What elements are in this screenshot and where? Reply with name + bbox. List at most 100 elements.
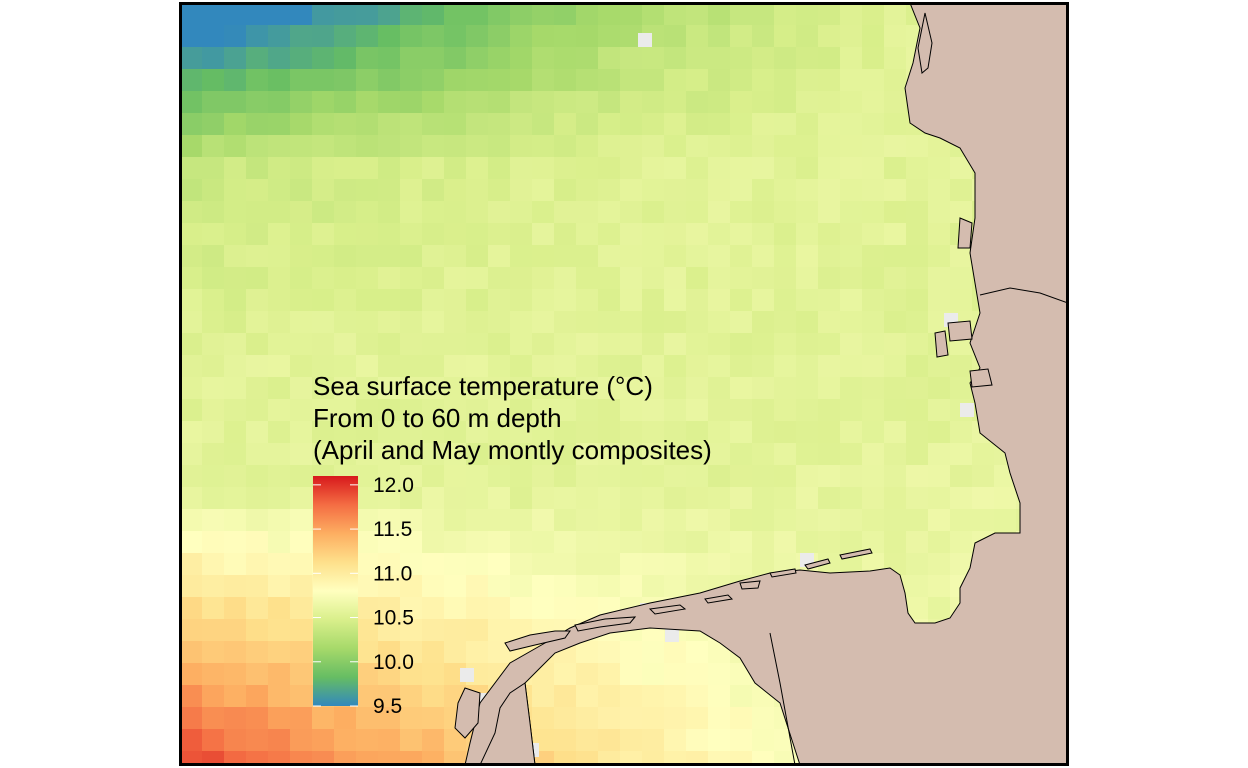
sst-cell: [268, 553, 291, 576]
sst-cell: [730, 267, 753, 290]
sst-cell: [708, 135, 731, 158]
sst-cell: [730, 69, 753, 92]
sst-cell: [180, 113, 203, 136]
sst-cell: [488, 25, 511, 48]
sst-cell: [730, 311, 753, 334]
sst-cell: [906, 179, 929, 202]
sst-cell: [642, 289, 665, 312]
sst-cell: [246, 377, 269, 400]
sst-cell: [290, 289, 313, 312]
sst-cell: [686, 421, 709, 444]
sst-cell: [246, 421, 269, 444]
sst-cell: [598, 223, 621, 246]
sst-cell: [796, 399, 819, 422]
sst-cell: [268, 47, 291, 70]
sst-cell: [312, 201, 335, 224]
sst-cell: [840, 531, 863, 554]
sst-cell: [862, 3, 885, 26]
sst-cell: [466, 355, 489, 378]
sst-cell: [378, 729, 401, 752]
sst-cell: [620, 267, 643, 290]
sst-cell: [444, 25, 467, 48]
sst-cell: [642, 245, 665, 268]
sst-cell: [312, 91, 335, 114]
sst-cell: [598, 531, 621, 554]
sst-cell: [400, 553, 423, 576]
sst-cell: [180, 179, 203, 202]
sst-cell: [422, 729, 445, 752]
sst-cell: [444, 289, 467, 312]
sst-cell: [290, 3, 313, 26]
sst-cell: [730, 355, 753, 378]
sst-cell: [312, 355, 335, 378]
sst-cell: [664, 377, 687, 400]
sst-cell: [642, 223, 665, 246]
sst-heatmap: [180, 3, 1068, 765]
sst-cell: [708, 685, 731, 708]
sst-cell: [224, 223, 247, 246]
sst-cell: [620, 311, 643, 334]
sst-cell: [400, 201, 423, 224]
sst-cell: [554, 487, 577, 510]
sst-cell: [334, 267, 357, 290]
sst-cell: [620, 47, 643, 70]
sst-cell: [268, 135, 291, 158]
sst-cell: [730, 91, 753, 114]
sst-cell: [488, 421, 511, 444]
sst-cell: [796, 377, 819, 400]
sst-cell: [246, 3, 269, 26]
sst-cell: [202, 355, 225, 378]
sst-cell: [444, 487, 467, 510]
sst-cell: [246, 663, 269, 686]
sst-cell: [466, 619, 489, 642]
sst-cell: [356, 707, 379, 730]
sst-cell: [202, 333, 225, 356]
sst-cell: [378, 619, 401, 642]
sst-cell: [686, 25, 709, 48]
sst-cell: [730, 179, 753, 202]
sst-cell: [884, 179, 907, 202]
sst-cell: [818, 377, 841, 400]
sst-cell: [774, 179, 797, 202]
sst-cell: [620, 355, 643, 378]
sst-cell: [928, 267, 951, 290]
sst-cell: [554, 201, 577, 224]
sst-cell: [400, 3, 423, 26]
sst-cell: [532, 69, 555, 92]
sst-cell: [532, 553, 555, 576]
sst-cell: [796, 223, 819, 246]
sst-cell: [686, 663, 709, 686]
sst-cell: [950, 245, 973, 268]
sst-cell: [224, 509, 247, 532]
legend-tick-label: 10.5: [373, 607, 414, 630]
sst-cell: [576, 377, 599, 400]
sst-cell: [664, 509, 687, 532]
sst-cell: [422, 355, 445, 378]
sst-cell: [686, 201, 709, 224]
sst-cell: [884, 333, 907, 356]
sst-cell: [664, 25, 687, 48]
sst-cell: [202, 201, 225, 224]
sst-cell: [268, 25, 291, 48]
sst-cell: [466, 91, 489, 114]
sst-cell: [378, 311, 401, 334]
sst-cell: [246, 465, 269, 488]
sst-cell: [642, 707, 665, 730]
sst-cell: [598, 641, 621, 664]
sst-cell: [576, 179, 599, 202]
sst-cell: [906, 201, 929, 224]
sst-cell: [730, 47, 753, 70]
sst-cell: [664, 311, 687, 334]
sst-cell: [620, 201, 643, 224]
sst-cell: [268, 619, 291, 642]
sst-cell: [202, 157, 225, 180]
sst-cell: [356, 289, 379, 312]
sst-cell: [334, 25, 357, 48]
sst-cell: [290, 465, 313, 488]
sst-cell: [466, 47, 489, 70]
sst-cell: [312, 399, 335, 422]
sst-cell: [554, 421, 577, 444]
sst-cell: [598, 91, 621, 114]
sst-cell: [752, 553, 775, 576]
sst-cell: [554, 47, 577, 70]
